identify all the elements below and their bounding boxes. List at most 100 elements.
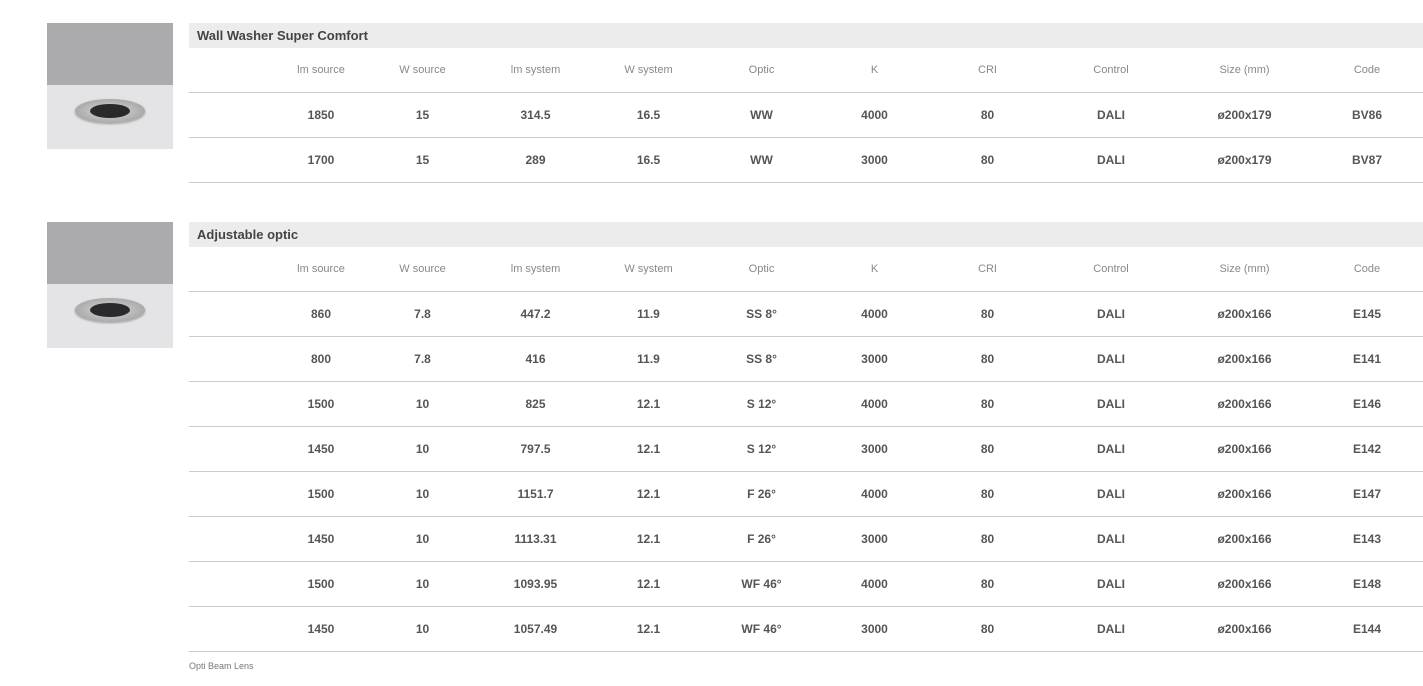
table-cell: E141: [1311, 336, 1423, 382]
table-cell: 1450: [276, 426, 366, 472]
table-cell: 80: [931, 471, 1044, 517]
table-row: 1500 10 1151.7 12.1 F 26° 4000 80 DALI ø200x166 E…: [189, 471, 1423, 517]
column-header: lm system: [479, 247, 592, 292]
footnote: Opti Beam Lens: [189, 661, 254, 671]
table-cell: 800: [276, 336, 366, 382]
table-cell: 4000: [818, 561, 931, 607]
table-cell: 80: [931, 561, 1044, 607]
table-cell: WW: [705, 92, 818, 138]
column-header: W source: [366, 247, 479, 292]
table-cell: 1113.31: [479, 516, 592, 562]
table-cell: SS 8°: [705, 336, 818, 382]
column-header: Control: [1044, 247, 1178, 292]
table-cell: 4000: [818, 381, 931, 427]
table-cell: 10: [366, 381, 479, 427]
table-cell: 1500: [276, 561, 366, 607]
table-cell: ø200x166: [1178, 426, 1311, 472]
section-title: Wall Washer Super Comfort: [189, 23, 1423, 48]
product-image: [47, 222, 173, 348]
table-cell: 80: [931, 606, 1044, 652]
column-header: lm source: [276, 247, 366, 292]
table-cell: 80: [931, 516, 1044, 562]
table-cell: F 26°: [705, 516, 818, 562]
table-row: 1850 15 314.5 16.5 WW 4000 80 DALI ø200x179 BV86: [189, 92, 1423, 138]
column-header: W source: [366, 48, 479, 93]
table-cell: E147: [1311, 471, 1423, 517]
table-cell: BV87: [1311, 137, 1423, 183]
column-header: Code: [1311, 48, 1423, 93]
table-cell: ø200x166: [1178, 336, 1311, 382]
table-cell: 3000: [818, 516, 931, 562]
column-header: Optic: [705, 247, 818, 292]
table-cell: BV86: [1311, 92, 1423, 138]
table-cell: ø200x166: [1178, 471, 1311, 517]
table-cell: SS 8°: [705, 291, 818, 337]
table-cell: 3000: [818, 336, 931, 382]
column-header: Size (mm): [1178, 247, 1311, 292]
column-header: Control: [1044, 48, 1178, 93]
column-header: Optic: [705, 48, 818, 93]
table-cell: DALI: [1044, 336, 1178, 382]
table-cell: E148: [1311, 561, 1423, 607]
table-cell: 3000: [818, 426, 931, 472]
product-image: [47, 23, 173, 149]
table-cell: 447.2: [479, 291, 592, 337]
table-cell: 12.1: [592, 516, 705, 562]
table-cell: WW: [705, 137, 818, 183]
table-cell: 1850: [276, 92, 366, 138]
table-cell: ø200x166: [1178, 516, 1311, 562]
table-cell: 11.9: [592, 336, 705, 382]
table-cell: 12.1: [592, 561, 705, 607]
table-row: 1450 10 1057.49 12.1 WF 46° 3000 80 DALI ø200x16…: [189, 606, 1423, 652]
table-cell: 10: [366, 516, 479, 562]
table-cell: 10: [366, 426, 479, 472]
table-cell: 1151.7: [479, 471, 592, 517]
table-row: 800 7.8 416 11.9 SS 8° 3000 80 DALI ø200x166 E141: [189, 336, 1423, 382]
table-cell: 1450: [276, 606, 366, 652]
table-cell: 15: [366, 137, 479, 183]
table-cell: 80: [931, 137, 1044, 183]
table-cell: WF 46°: [705, 561, 818, 607]
column-header: Size (mm): [1178, 48, 1311, 93]
table-cell: E143: [1311, 516, 1423, 562]
table-cell: 15: [366, 92, 479, 138]
table-cell: 416: [479, 336, 592, 382]
table-row: 1450 10 1113.31 12.1 F 26° 3000 80 DALI ø200x166…: [189, 516, 1423, 562]
table-cell: E145: [1311, 291, 1423, 337]
table-cell: 7.8: [366, 336, 479, 382]
spec-table: lm source W source lm system W system Optic K…: [189, 48, 1423, 183]
column-header: K: [818, 247, 931, 292]
table-row: 1450 10 797.5 12.1 S 12° 3000 80 DALI ø200x166 E1…: [189, 426, 1423, 472]
table-cell: 860: [276, 291, 366, 337]
table-cell: DALI: [1044, 426, 1178, 472]
downlight-icon: [75, 298, 145, 322]
table-cell: 16.5: [592, 137, 705, 183]
table-cell: 80: [931, 92, 1044, 138]
table-cell: 4000: [818, 471, 931, 517]
table-cell: S 12°: [705, 381, 818, 427]
table-cell: 1450: [276, 516, 366, 562]
table-row: 1500 10 825 12.1 S 12° 4000 80 DALI ø200x166 E146: [189, 381, 1423, 427]
table-cell: 10: [366, 471, 479, 517]
section-title: Adjustable optic: [189, 222, 1423, 247]
table-cell: DALI: [1044, 606, 1178, 652]
table-cell: 1500: [276, 471, 366, 517]
table-cell: ø200x166: [1178, 606, 1311, 652]
table-cell: 12.1: [592, 471, 705, 517]
table-cell: E144: [1311, 606, 1423, 652]
column-header: Code: [1311, 247, 1423, 292]
header-row: lm source W source lm system W system Optic K…: [189, 48, 1423, 93]
column-header: lm system: [479, 48, 592, 93]
table-cell: ø200x166: [1178, 291, 1311, 337]
table-cell: ø200x179: [1178, 92, 1311, 138]
table-cell: 4000: [818, 92, 931, 138]
table-cell: DALI: [1044, 516, 1178, 562]
table-cell: 289: [479, 137, 592, 183]
table-cell: 11.9: [592, 291, 705, 337]
table-cell: 1093.95: [479, 561, 592, 607]
table-cell: DALI: [1044, 291, 1178, 337]
table-cell: 3000: [818, 137, 931, 183]
table-cell: 16.5: [592, 92, 705, 138]
table-cell: 1500: [276, 381, 366, 427]
column-header: lm source: [276, 48, 366, 93]
